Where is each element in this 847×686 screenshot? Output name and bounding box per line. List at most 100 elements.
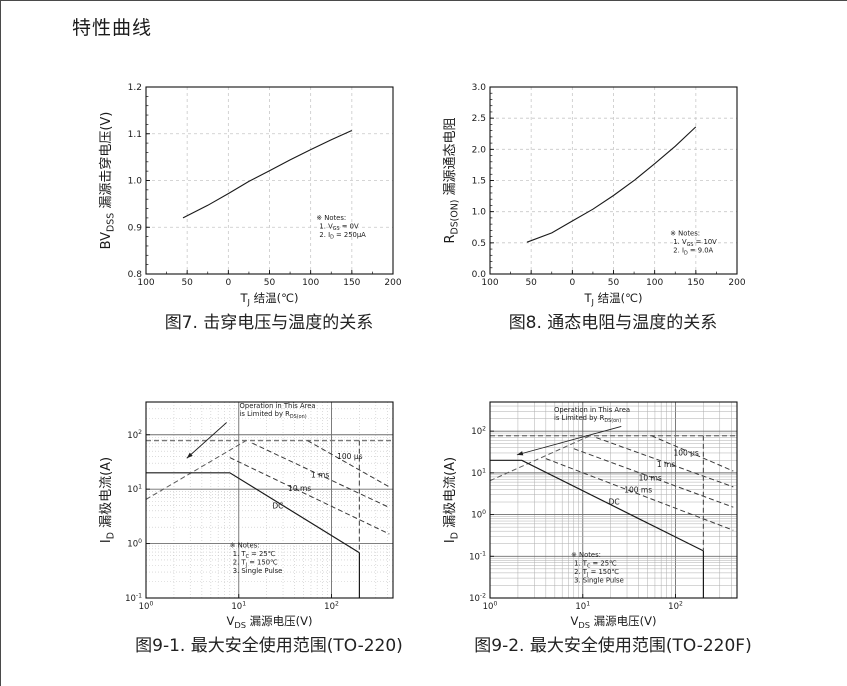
svg-text:2. ID = 9.0A: 2. ID = 9.0A [673, 246, 713, 256]
svg-text:1. VGS = 10V: 1. VGS = 10V [673, 238, 717, 248]
figure7-chart-canvas: ※ Notes:1. VGS = 0V2. ID = 250μA 100 50 0 50… [98, 83, 402, 307]
svg-text:1.0: 1.0 [472, 208, 487, 218]
svg-text:TJ 结温(℃): TJ 结温(℃) [239, 291, 298, 307]
svg-text:1.1: 1.1 [128, 130, 142, 140]
figure9-1-block: 100 μs 1 ms 10 ms DC ※ Notes: 1. TC = 25℃ 2. T… [94, 392, 426, 656]
figure7-block: ※ Notes: 1. VGS = 0V 2. ID = 250μA 100 50 0 50… [94, 77, 426, 333]
svg-text:VDS 漏源电压(V): VDS 漏源电压(V) [226, 614, 312, 630]
svg-text:RDS(ON) 漏源通态电阻: RDS(ON) 漏源通态电阻 [442, 117, 461, 243]
series-pulse-100ms [545, 458, 734, 531]
series-dc-limit [490, 459, 704, 552]
svg-text:50: 50 [181, 278, 193, 288]
svg-text:10 ms: 10 ms [639, 473, 662, 482]
svg-text:150: 150 [687, 278, 704, 288]
svg-text:150: 150 [343, 278, 360, 288]
series-rdson-limit-line [145, 440, 247, 500]
svg-text:2. TJ = 150℃: 2. TJ = 150℃ [574, 568, 619, 578]
svg-text:ID 漏极电流(A): ID 漏极电流(A) [98, 457, 117, 543]
svg-text:2. ID = 250μA: 2. ID = 250μA [319, 231, 366, 241]
series-pulse-100us [651, 435, 734, 472]
series-pulse-1ms [596, 437, 734, 488]
series-bvdss-vs-tj [182, 129, 353, 219]
series-pulse-10ms [229, 457, 390, 535]
svg-text:2. TJ = 150℃: 2. TJ = 150℃ [233, 558, 278, 568]
series-dc-limit [146, 472, 360, 554]
svg-text:1. TC = 25℃: 1. TC = 25℃ [574, 560, 617, 570]
svg-text:102: 102 [127, 429, 142, 441]
svg-text:1.0: 1.0 [128, 177, 143, 187]
svg-text:0: 0 [225, 278, 231, 288]
svg-text:102: 102 [668, 600, 683, 612]
svg-text:1.5: 1.5 [472, 177, 486, 187]
svg-text:100 μs: 100 μs [673, 449, 698, 458]
svg-text:50: 50 [264, 278, 276, 288]
figure9-2-caption: 图9-2. 最大安全使用范围(TO-220F) [474, 636, 752, 656]
svg-text:0.8: 0.8 [128, 270, 143, 280]
svg-text:1 ms: 1 ms [311, 470, 329, 479]
svg-text:200: 200 [384, 278, 401, 288]
svg-text:101: 101 [231, 600, 246, 612]
svg-text:DC: DC [272, 502, 283, 511]
svg-text:3. Single Pulse: 3. Single Pulse [233, 567, 283, 575]
svg-text:10 ms: 10 ms [288, 484, 311, 493]
svg-text:3. Single Pulse: 3. Single Pulse [574, 577, 624, 585]
svg-text:102: 102 [471, 426, 486, 438]
svg-text:0: 0 [569, 278, 575, 288]
svg-text:is Limited by RDS(on): is Limited by RDS(on) [554, 414, 621, 424]
svg-text:100: 100 [302, 278, 319, 288]
svg-text:10-2: 10-2 [469, 592, 486, 604]
svg-text:TJ 结温(℃): TJ 结温(℃) [583, 291, 642, 307]
svg-text:100: 100 [646, 278, 663, 288]
svg-text:100: 100 [471, 509, 486, 521]
svg-text:0.5: 0.5 [472, 239, 486, 249]
svg-text:※ Notes:: ※ Notes: [571, 551, 601, 559]
svg-text:100 μs: 100 μs [337, 452, 362, 461]
svg-text:100 ms: 100 ms [624, 485, 652, 494]
svg-text:※ Notes:: ※ Notes: [230, 541, 260, 549]
svg-text:200: 200 [728, 278, 745, 288]
svg-text:100: 100 [127, 538, 142, 550]
svg-text:0.9: 0.9 [128, 223, 143, 233]
svg-text:1. VGS = 0V: 1. VGS = 0V [319, 222, 359, 232]
svg-text:Operation in This Area: Operation in This Area [240, 402, 316, 410]
svg-text:50: 50 [525, 278, 537, 288]
svg-text:100: 100 [483, 600, 498, 612]
svg-text:102: 102 [324, 600, 339, 612]
svg-text:1 ms: 1 ms [657, 460, 675, 469]
svg-text:1.2: 1.2 [128, 83, 142, 93]
svg-text:BVDSS 漏源击穿电压(V): BVDSS 漏源击穿电压(V) [98, 112, 117, 250]
svg-text:DC: DC [609, 497, 620, 506]
svg-text:ID 漏极电流(A): ID 漏极电流(A) [442, 457, 461, 543]
svg-text:10-1: 10-1 [469, 551, 486, 563]
figure9-1-caption: 图9-1. 最大安全使用范围(TO-220) [135, 636, 403, 656]
svg-text:is Limited by RDS(on): is Limited by RDS(on) [240, 410, 307, 420]
svg-text:101: 101 [471, 467, 486, 479]
svg-text:101: 101 [127, 484, 142, 496]
series-pulse-10ms [573, 448, 734, 508]
series-rdson-vs-tj [526, 126, 697, 243]
series-pulse-1ms [252, 442, 390, 508]
figure9-2-block: 100 μs 1 ms 10 ms 100 ms DC ※ Notes: 1. TC = 2… [438, 392, 770, 656]
svg-text:2.0: 2.0 [472, 145, 487, 155]
svg-text:0.0: 0.0 [472, 270, 487, 280]
svg-text:2.5: 2.5 [472, 114, 486, 124]
svg-text:101: 101 [575, 600, 590, 612]
svg-text:1. TC = 25℃: 1. TC = 25℃ [233, 550, 276, 560]
svg-text:100: 100 [481, 278, 498, 288]
svg-text:※ Notes:: ※ Notes: [670, 229, 700, 237]
series-rdson-limit-line [489, 435, 591, 482]
figure8-block: ※ Notes: 1. VGS = 10V 2. ID = 9.0A 100 50 0 50… [438, 77, 770, 333]
svg-text:※ Notes:: ※ Notes: [316, 214, 346, 222]
svg-text:VDS 漏源电压(V): VDS 漏源电压(V) [570, 614, 656, 630]
svg-text:100: 100 [139, 600, 154, 612]
svg-text:100: 100 [137, 278, 154, 288]
svg-text:10-1: 10-1 [125, 592, 142, 604]
figure9-2-chart-canvas: 100 μs 1 ms 10 ms 100 ms DC ※ Notes:1. TC = 2… [442, 401, 738, 630]
figure8-caption: 图8. 通态电阻与温度的关系 [508, 313, 718, 333]
page-title: 特性曲线 [72, 17, 153, 39]
svg-text:3.0: 3.0 [472, 83, 487, 93]
svg-text:Operation in This Area: Operation in This Area [554, 406, 630, 414]
svg-text:50: 50 [608, 278, 620, 288]
